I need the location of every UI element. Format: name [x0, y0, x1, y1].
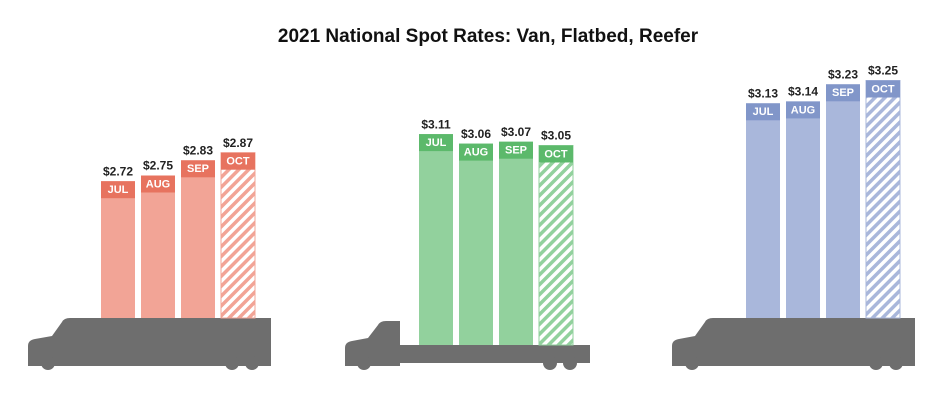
reefer-truck [672, 318, 915, 370]
value-label: $3.25 [868, 64, 898, 78]
bar [141, 175, 175, 318]
value-label: $3.14 [788, 85, 818, 99]
x-tick-label: SEP [505, 145, 527, 157]
bar [786, 101, 820, 319]
x-tick-label: OCT [544, 148, 568, 160]
bar-label-box [141, 175, 175, 193]
bar [746, 103, 780, 318]
bar-label-box [221, 152, 255, 170]
x-tick-label: JUL [753, 106, 774, 118]
value-label: $2.83 [183, 143, 213, 157]
value-label: $3.23 [828, 67, 858, 81]
bar-label-box [786, 101, 820, 119]
bar-label-box [101, 181, 135, 199]
bar-label-box [826, 84, 860, 102]
value-label: $3.13 [748, 86, 778, 100]
value-label: $2.75 [143, 159, 173, 173]
bar-label-box [499, 141, 533, 159]
bar [826, 84, 860, 318]
x-tick-label: SEP [832, 87, 854, 99]
chart-title: 2021 National Spot Rates: Van, Flatbed, … [278, 26, 699, 47]
value-label: $3.07 [501, 125, 531, 139]
x-tick-label: OCT [871, 83, 895, 95]
bar [101, 181, 135, 318]
bar-label-box [746, 103, 780, 121]
x-tick-label: AUG [464, 147, 488, 159]
value-label: $2.87 [223, 136, 253, 150]
value-label: $3.06 [461, 127, 491, 141]
value-label: $3.05 [541, 129, 571, 143]
bar [220, 152, 256, 319]
value-label: $3.11 [421, 117, 451, 131]
bar-label-box [181, 160, 215, 178]
bar-label-box [539, 145, 573, 163]
bar [538, 145, 574, 346]
van-truck [28, 318, 271, 370]
x-tick-label: JUL [108, 184, 129, 196]
bar [499, 141, 533, 345]
bar-label-box [419, 134, 453, 152]
bar-label-box [866, 80, 900, 98]
bar [419, 134, 453, 345]
x-tick-label: SEP [187, 163, 209, 175]
x-tick-label: AUG [791, 104, 815, 116]
x-tick-label: AUG [146, 178, 170, 190]
x-tick-label: JUL [426, 137, 447, 149]
bar [181, 160, 215, 318]
flatbed-truck [345, 321, 590, 370]
x-tick-label: OCT [226, 156, 250, 168]
bar [865, 80, 901, 319]
bar [459, 143, 493, 345]
value-label: $2.72 [103, 164, 133, 178]
bar-label-box [459, 143, 493, 161]
